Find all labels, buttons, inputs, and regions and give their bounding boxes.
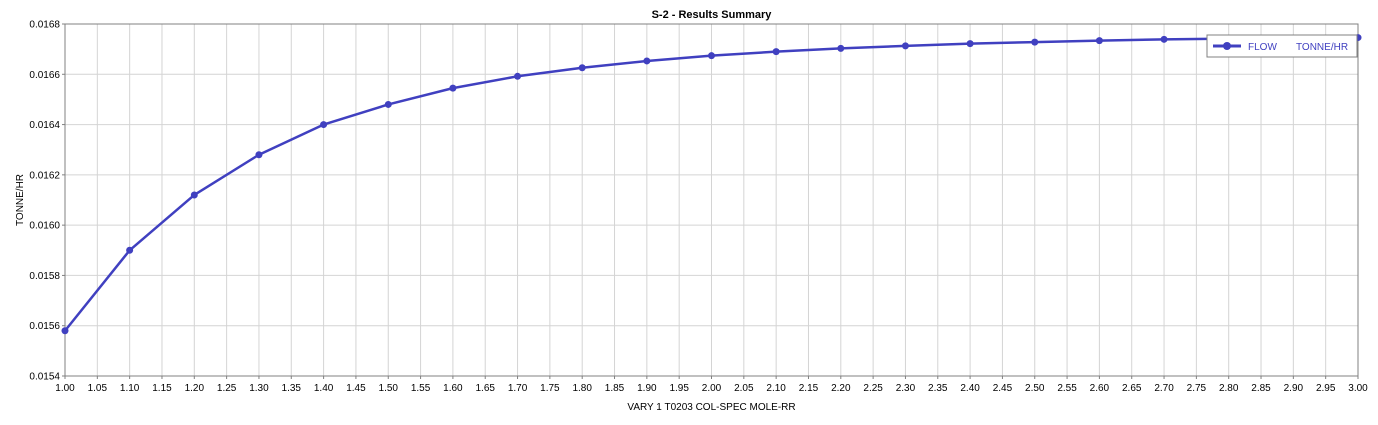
x-tick-label: 1.05 [88,383,108,394]
legend-box [1206,34,1358,58]
x-tick-label: 1.50 [379,383,399,394]
data-point [1160,35,1168,43]
y-tick-label: 0.0156 [29,321,60,332]
y-tick-label: 0.0160 [29,221,60,232]
x-tick-label: 2.60 [1090,383,1110,394]
x-tick-label: 1.60 [443,383,463,394]
grid [64,23,1359,377]
x-tick-label: 2.35 [928,383,948,394]
x-tick-label: 1.35 [282,383,302,394]
x-tick-label: 1.00 [55,383,75,394]
data-point [837,44,845,52]
x-tick-label: 1.40 [314,383,334,394]
x-tick-label: 1.45 [346,383,366,394]
x-tick-label: 1.70 [508,383,528,394]
data-point [255,151,263,159]
y-tick-label: 0.0168 [29,20,60,31]
legend: FLOW TONNE/HR [1206,34,1358,58]
data-point [190,191,198,199]
x-tick-label: 2.90 [1284,383,1304,394]
x-tick-label: 1.15 [152,383,172,394]
x-tick-label: 2.20 [831,383,851,394]
x-tick-label: 1.75 [540,383,560,394]
x-tick-label: 1.65 [475,383,495,394]
x-tick-label: 2.25 [863,383,883,394]
x-tick-label: 1.30 [249,383,269,394]
x-tick-label: 2.00 [702,383,722,394]
data-point [320,121,328,129]
x-tick-label: 1.80 [572,383,592,394]
y-axis-title: TONNE/HR [15,174,26,226]
data-point [772,48,780,56]
x-tick-label: 2.30 [896,383,916,394]
y-axis-ticks: 0.0154 0.0156 0.0158 0.0160 0.0162 0.0164 0.01… [29,20,65,383]
x-tick-label: 2.80 [1219,383,1239,394]
legend-marker [1223,42,1231,50]
x-tick-label: 2.70 [1154,383,1174,394]
data-point [384,100,392,108]
x-tick-label: 2.65 [1122,383,1142,394]
y-tick-label: 0.0154 [29,372,60,383]
x-tick-label: 2.40 [960,383,980,394]
data-point [126,246,134,254]
data-point [449,84,457,92]
y-tick-label: 0.0164 [29,120,60,131]
y-tick-label: 0.0166 [29,70,60,81]
x-axis-ticks: 1.00 1.05 1.10 1.15 1.20 1.25 1.30 1.35 1.40 1.45… [55,376,1368,394]
data-point [901,42,909,50]
data-point [708,52,715,60]
x-tick-label: 2.85 [1251,383,1271,394]
x-tick-label: 1.10 [120,383,140,394]
x-tick-label: 2.15 [799,383,819,394]
y-tick-label: 0.0162 [29,170,60,181]
x-tick-label: 2.10 [766,383,786,394]
chart-title: S-2 - Results Summary [652,9,773,21]
x-tick-label: 2.75 [1187,383,1207,394]
x-tick-label: 2.50 [1025,383,1045,394]
x-axis-title: VARY 1 T0203 COL-SPEC MOLE-RR [627,402,795,413]
x-tick-label: 3.00 [1348,383,1368,394]
data-point [1031,38,1039,46]
data-point [966,40,974,48]
legend-series-unit: TONNE/HR [1296,42,1348,53]
x-tick-label: 1.20 [185,383,205,394]
x-tick-label: 1.25 [217,383,237,394]
data-point [1095,37,1103,45]
legend-series-name: FLOW [1248,42,1277,53]
x-tick-label: 2.45 [993,383,1013,394]
data-point [61,327,69,335]
x-tick-label: 1.90 [637,383,657,394]
x-tick-label: 2.05 [734,383,754,394]
x-tick-label: 1.85 [605,383,625,394]
x-tick-label: 2.55 [1057,383,1077,394]
data-point [514,72,522,80]
data-point [643,57,651,65]
y-tick-label: 0.0158 [29,271,60,282]
x-tick-label: 1.95 [669,383,689,394]
x-tick-label: 1.55 [411,383,431,394]
data-point [578,64,586,72]
x-tick-label: 2.95 [1316,383,1336,394]
